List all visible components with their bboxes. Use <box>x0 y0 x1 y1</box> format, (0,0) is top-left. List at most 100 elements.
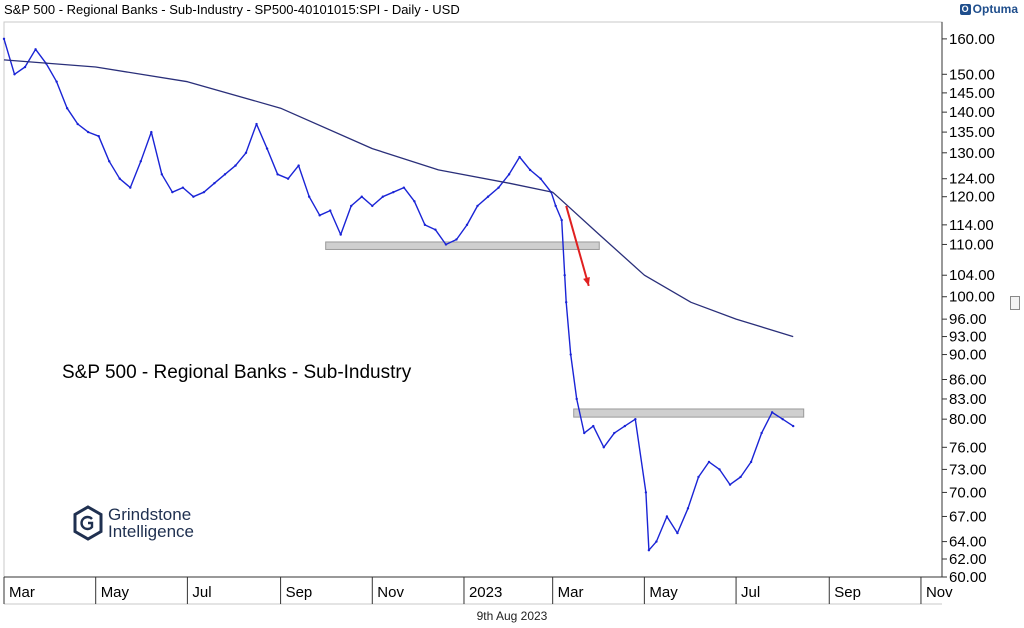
x-tick-label: Jul <box>741 584 760 601</box>
y-tick-label: 67.00 <box>949 508 987 525</box>
y-tick-label: 145.00 <box>949 85 995 102</box>
price-point <box>697 475 700 479</box>
price-point <box>65 107 69 110</box>
price-series-line <box>3 38 794 551</box>
y-tick-label: 60.00 <box>949 569 987 586</box>
optuma-brand-label: Optuma <box>972 2 1018 16</box>
x-tick-label: Nov <box>377 584 404 601</box>
price-point <box>171 190 174 194</box>
price-point <box>423 223 427 227</box>
x-tick-label: Sep <box>834 584 861 601</box>
price-point <box>613 431 616 435</box>
trend-arrow <box>565 205 590 287</box>
price-point <box>528 168 532 172</box>
price-point <box>192 195 195 198</box>
scroll-handle-icon[interactable] <box>1010 296 1020 310</box>
chart-header-title: S&P 500 - Regional Banks - Sub-Industry … <box>4 2 460 17</box>
x-tick-label: Jul <box>192 584 211 601</box>
x-tick-label: 2023 <box>469 584 502 601</box>
price-point <box>518 155 521 159</box>
price-point <box>476 204 479 208</box>
price-point <box>770 411 774 414</box>
price-point <box>76 122 79 126</box>
price-point <box>55 80 58 83</box>
price-point <box>564 301 568 304</box>
price-point <box>350 204 353 208</box>
price-point <box>286 177 290 180</box>
price-point <box>276 173 279 176</box>
x-tick-label: May <box>649 584 678 601</box>
price-point <box>444 243 448 246</box>
support-zone <box>325 241 600 250</box>
price-point <box>676 531 679 535</box>
price-point <box>371 204 374 208</box>
price-point <box>665 515 669 518</box>
y-tick-label: 83.00 <box>949 391 987 408</box>
price-point <box>381 195 385 198</box>
price-point <box>592 424 595 428</box>
price-point <box>307 195 311 198</box>
watermark-line2: Intelligence <box>108 522 195 541</box>
price-point <box>728 483 732 486</box>
price-point <box>2 37 6 41</box>
y-tick-label: 73.00 <box>949 461 987 478</box>
price-point <box>434 228 437 231</box>
footer-date: 9th Aug 2023 <box>476 609 548 623</box>
price-point <box>539 177 542 180</box>
y-tick-label: 104.00 <box>949 267 995 284</box>
y-tick-label: 130.00 <box>949 145 995 162</box>
x-tick-label: May <box>101 584 130 601</box>
y-tick-label: 90.00 <box>949 347 987 364</box>
support-zone <box>573 408 805 418</box>
price-point <box>707 460 711 464</box>
price-point <box>160 173 164 176</box>
price-point <box>213 181 216 185</box>
y-tick-label: 80.00 <box>949 411 987 428</box>
price-point <box>749 460 753 464</box>
price-point <box>402 186 406 189</box>
price-point <box>108 160 111 163</box>
price-point <box>554 204 557 208</box>
price-point <box>234 164 237 167</box>
price-point <box>575 397 578 401</box>
x-tick-label: Sep <box>286 584 313 601</box>
price-point <box>781 417 784 421</box>
x-tick-label: Mar <box>9 584 35 601</box>
price-point <box>507 173 511 176</box>
price-point <box>634 417 637 421</box>
grindstone-watermark: Grindstone Intelligence <box>72 505 194 541</box>
price-point <box>202 190 206 194</box>
price-point <box>686 507 690 510</box>
price-point <box>497 186 500 189</box>
optuma-brand[interactable]: O Optuma <box>959 2 1018 16</box>
moving-average-line <box>3 59 794 338</box>
price-point <box>97 134 100 138</box>
chart-title: S&P 500 - Regional Banks - Sub-Industry <box>62 362 412 383</box>
y-tick-label: 76.00 <box>949 439 987 456</box>
trend-arrow-head <box>583 276 590 286</box>
plot-frame <box>3 21 943 578</box>
price-point <box>486 195 490 198</box>
price-point <box>13 73 16 76</box>
price-point <box>655 540 658 543</box>
price-point <box>718 468 721 471</box>
y-tick-label: 160.00 <box>949 31 995 48</box>
price-point <box>118 177 121 180</box>
price-point <box>150 130 153 134</box>
price-point <box>244 151 248 155</box>
price-point <box>34 48 37 51</box>
y-tick-label: 96.00 <box>949 311 987 328</box>
y-tick-label: 114.00 <box>949 217 994 234</box>
price-point <box>339 233 342 236</box>
price-point <box>139 160 142 163</box>
watermark-line1: Grindstone <box>108 505 192 524</box>
price-point <box>455 238 458 241</box>
price-point <box>255 122 258 126</box>
price-point <box>318 214 321 217</box>
price-point <box>791 424 795 428</box>
price-point <box>739 475 742 479</box>
price-point <box>392 190 395 194</box>
price-point <box>583 431 586 435</box>
price-point <box>647 549 651 552</box>
